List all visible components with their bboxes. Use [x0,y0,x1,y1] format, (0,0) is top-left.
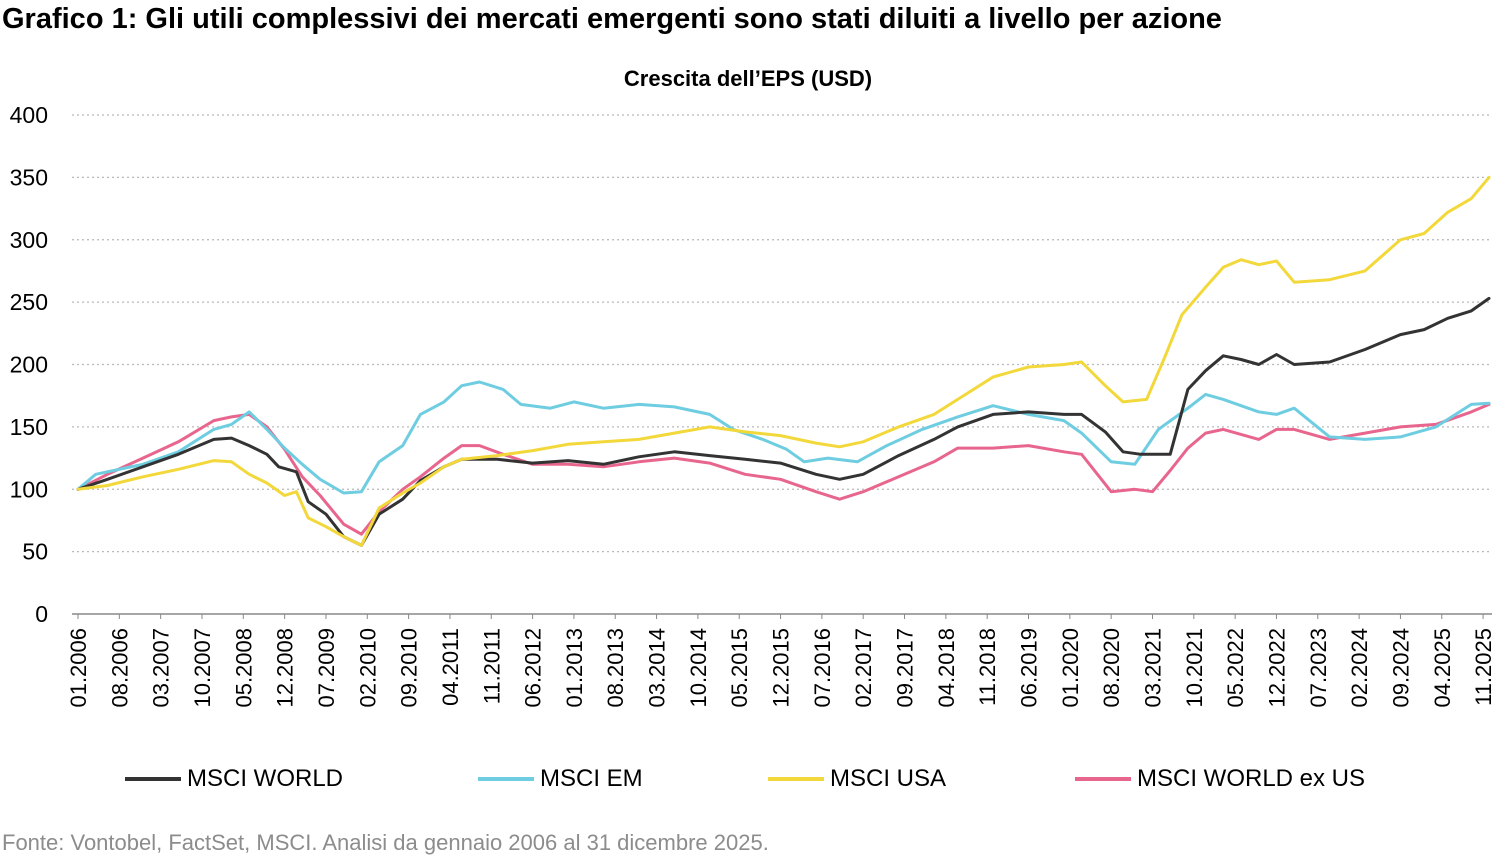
x-tick-label: 10.2007 [190,628,215,708]
x-tick-label: 09.2024 [1388,628,1413,708]
x-tick-label: 03.2007 [149,628,174,708]
x-tick-label: 05.2008 [231,628,256,708]
x-tick-label: 07.2016 [810,628,835,708]
x-tick-label: 01.2006 [66,628,91,708]
x-tick-label: 03.2014 [645,628,670,708]
x-tick-label: 06.2019 [1017,628,1042,708]
gridlines [72,114,1492,553]
series-line-msci-world [76,296,1491,547]
x-tick-label: 01.2013 [562,628,587,708]
x-tick-label: 12.2015 [769,628,794,708]
legend-swatch [478,777,534,781]
x-tick-label: 08.2013 [603,628,628,708]
x-tick-label: 04.2011 [438,628,463,706]
x-tick-label: 11.2025 [1471,628,1496,706]
series-line-msci-world-ex-us [76,402,1491,536]
legend-item: MSCI USA [768,762,946,796]
axes: 0 50 100 150 200 250 300 350 400 01.2006 08.2006 03… [10,102,1496,708]
x-tick-label: 07.2023 [1306,628,1331,708]
x-tick-label: 10.2021 [1182,628,1207,708]
x-tick-label: 12.2022 [1264,628,1289,708]
y-tick-label: 400 [10,102,48,128]
y-tick-label: 200 [10,352,48,378]
legend-label: MSCI EM [540,765,643,792]
x-tick-label: 02.2024 [1347,628,1372,708]
x-tick-label: 11.2011 [479,628,504,704]
y-tick-label: 250 [10,289,48,315]
x-tick-label: 03.2021 [1140,628,1165,708]
figure-title: Grafico 1: Gli utili complessivi dei mer… [2,3,1222,35]
legend-item: MSCI WORLD ex US [1075,762,1365,796]
legend-label: MSCI WORLD ex US [1137,765,1366,792]
chart-title: Crescita dell’EPS (USD) [624,66,872,91]
x-tick-label: 09.2010 [397,628,422,708]
x-tick-label: 11.2018 [975,628,1000,706]
x-tick-label: 08.2020 [1099,628,1124,708]
y-tick-label: 350 [10,164,48,190]
x-tick-label: 08.2006 [107,628,132,708]
x-tick-label: 04.2018 [934,628,959,708]
series-line-msci-usa [76,175,1491,547]
x-tick-label: 01.2020 [1058,628,1083,708]
legend-swatch [768,777,824,781]
x-tick-label: 05.2015 [727,628,752,708]
x-tick-label: 10.2014 [686,628,711,708]
y-tick-label: 0 [35,601,48,627]
x-tick-label: 06.2012 [521,628,546,708]
legend-item: MSCI WORLD [125,762,343,796]
x-tick-label: 04.2025 [1430,628,1455,708]
legend-swatch [1075,777,1131,781]
x-tick-label: 12.2008 [273,628,298,708]
x-tick-label: 02.2017 [851,628,876,708]
legend-label: MSCI WORLD [187,765,343,792]
x-tick-label: 07.2009 [314,628,339,708]
x-tick-label: 02.2010 [355,628,380,708]
y-tick-label: 150 [10,414,48,440]
series-lines [76,175,1491,547]
chart-legend: MSCI WORLD MSCI EM MSCI USA MSCI WORLD ex U… [0,762,1500,796]
y-tick-label: 100 [10,476,48,502]
legend-swatch [125,777,181,781]
legend-item: MSCI EM [478,762,643,796]
y-tick-label: 50 [22,539,48,565]
legend-label: MSCI USA [830,765,947,792]
y-tick-label: 300 [10,227,48,253]
x-tick-label: 09.2017 [893,628,918,708]
x-tick-label: 05.2022 [1223,628,1248,708]
source-note: Fonte: Vontobel, FactSet, MSCI. Analisi … [2,830,769,855]
